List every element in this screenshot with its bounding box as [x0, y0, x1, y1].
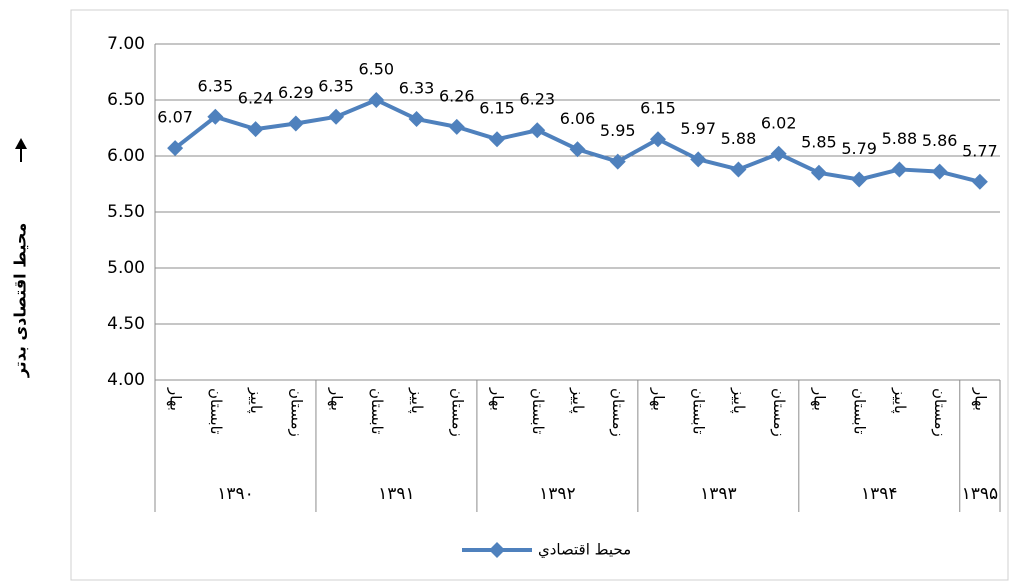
y-tick-label: 6.00 [107, 146, 145, 166]
marker [448, 118, 465, 135]
marker [891, 161, 908, 178]
y-tick-label: 5.50 [107, 202, 145, 222]
data-label: 6.15 [479, 99, 515, 118]
legend-label: محیط اقتصادي [538, 541, 631, 560]
data-label: 5.86 [922, 131, 958, 150]
y-tick-label: 4.50 [107, 314, 145, 334]
data-label: 6.23 [519, 90, 555, 109]
data-label: 6.07 [157, 108, 193, 127]
x-tick-label: پاییز [246, 387, 265, 414]
marker [971, 173, 988, 190]
group-label: ۱۳۹۰ [217, 484, 254, 504]
data-label: 6.06 [560, 109, 596, 128]
marker [609, 153, 626, 170]
x-tick-label: بهار [328, 387, 346, 411]
marker [368, 92, 385, 108]
marker [931, 163, 948, 180]
x-tick-label: زمستان [609, 388, 627, 437]
marker [649, 131, 666, 148]
x-tick-label: پاییز [568, 387, 587, 414]
y-tick-label: 4.00 [107, 370, 145, 390]
y-tick-label: 5.00 [107, 258, 145, 278]
marker [408, 111, 425, 128]
data-label: 6.26 [439, 86, 475, 105]
data-label: 6.35 [318, 76, 354, 95]
data-label: 5.79 [841, 139, 877, 158]
x-tick-label: زمستان [448, 388, 466, 437]
x-tick-label: بهار [167, 387, 185, 411]
data-label: 5.88 [882, 129, 918, 148]
marker [167, 140, 184, 157]
x-tick-label: تابستان [851, 388, 869, 434]
x-tick-label: بهار [971, 387, 989, 411]
data-label: 6.33 [399, 79, 435, 98]
legend-marker [489, 542, 505, 558]
marker [287, 115, 304, 132]
y-arrow [15, 138, 27, 162]
data-label: 6.50 [358, 60, 394, 79]
data-label: 5.85 [801, 132, 837, 151]
group-label: ۱۳۹۵ [962, 484, 999, 504]
marker [207, 108, 224, 125]
group-label: ۱۳۹۲ [539, 484, 576, 504]
marker [247, 121, 264, 138]
marker [489, 131, 506, 148]
x-tick-label: زمستان [931, 388, 949, 437]
group-label: ۱۳۹۱ [378, 484, 415, 504]
x-tick-label: پاییز [729, 387, 748, 414]
x-tick-label: پاییز [890, 387, 909, 414]
data-label: 5.95 [600, 121, 636, 140]
marker [328, 108, 345, 125]
marker [529, 122, 546, 139]
x-tick-label: تابستان [529, 388, 547, 434]
y-axis-title: محیط اقتصادی بدتر [11, 223, 30, 379]
x-tick-label: بهار [810, 387, 828, 411]
data-label: 6.35 [198, 76, 234, 95]
marker [770, 145, 787, 162]
data-label: 5.77 [962, 141, 998, 160]
x-tick-label: تابستان [368, 388, 386, 434]
data-label: 5.88 [721, 129, 757, 148]
x-tick-label: زمستان [287, 388, 305, 437]
marker [730, 161, 747, 178]
data-label: 6.24 [238, 89, 274, 108]
marker [851, 171, 868, 188]
marker [569, 141, 586, 158]
x-tick-label: تابستان [690, 388, 708, 434]
x-tick-label: پاییز [407, 387, 426, 414]
marker [690, 151, 707, 168]
group-label: ۱۳۹۴ [861, 484, 898, 504]
chart-border [70, 9, 1009, 581]
x-tick-label: زمستان [770, 388, 788, 437]
y-tick-label: 7.00 [107, 34, 145, 54]
x-tick-label: بهار [489, 387, 507, 411]
data-label: 6.02 [761, 113, 797, 132]
group-label: ۱۳۹۳ [700, 484, 737, 504]
y-tick-label: 6.50 [107, 90, 145, 110]
data-label: 6.29 [278, 83, 314, 102]
marker [810, 164, 827, 181]
data-label: 5.97 [680, 119, 716, 138]
data-label: 6.15 [640, 99, 676, 118]
x-tick-label: بهار [649, 387, 667, 411]
x-tick-label: تابستان [207, 388, 225, 434]
